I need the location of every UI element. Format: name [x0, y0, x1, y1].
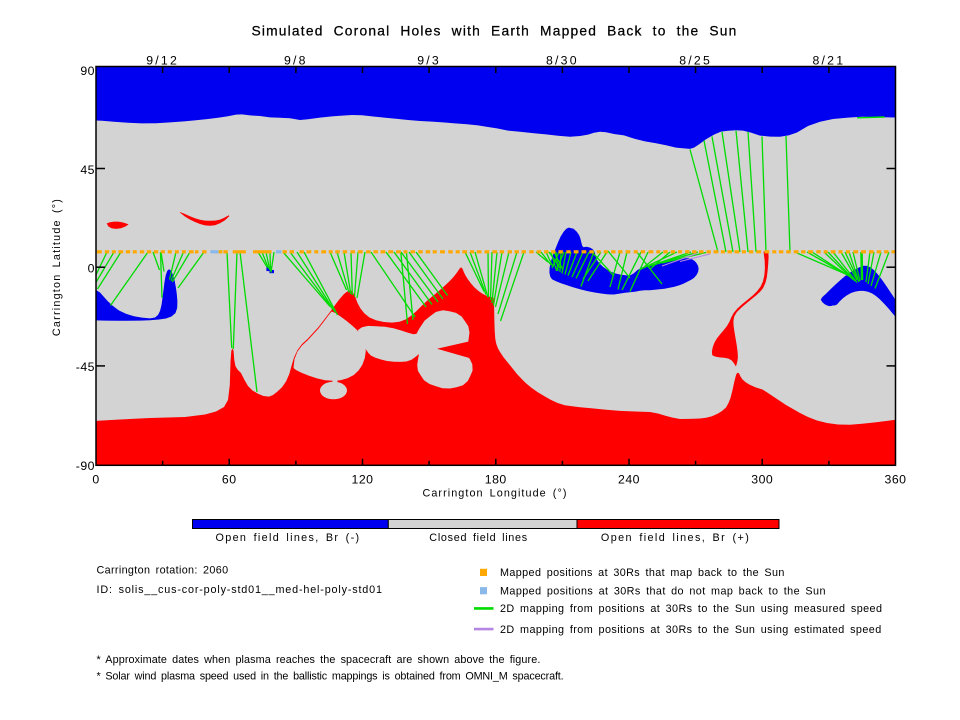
svg-text:Open field lines, Br (-): Open field lines, Br (-)	[216, 532, 361, 544]
svg-text:8/25: 8/25	[679, 53, 712, 67]
svg-text:Mapped positions at 30Rs that: Mapped positions at 30Rs that do not map…	[500, 585, 826, 597]
svg-text:Carrington rotation: 2060: Carrington rotation: 2060	[97, 565, 229, 577]
svg-text:-90: -90	[76, 459, 95, 473]
svg-text:ID: solis__cus-cor-poly-std01_: ID: solis__cus-cor-poly-std01__med-hel-p…	[97, 584, 383, 596]
svg-text:0: 0	[92, 472, 99, 486]
svg-text:Closed field lines: Closed field lines	[429, 532, 528, 544]
svg-text:0: 0	[88, 262, 95, 276]
svg-text:8/21: 8/21	[813, 53, 846, 67]
svg-text:Mapped positions at 30Rs that: Mapped positions at 30Rs that map back t…	[500, 567, 785, 579]
svg-text:90: 90	[80, 64, 95, 78]
svg-text:-45: -45	[76, 360, 95, 374]
svg-text:8/30: 8/30	[546, 53, 579, 67]
svg-text:Carrington Longitude (°): Carrington Longitude (°)	[422, 487, 567, 499]
svg-text:60: 60	[222, 472, 237, 486]
svg-text:45: 45	[80, 163, 95, 177]
svg-text:2D mapping from positions at 3: 2D mapping from positions at 30Rs to the…	[500, 603, 882, 615]
svg-text:Open field lines, Br (+): Open field lines, Br (+)	[601, 532, 750, 544]
svg-text:9/8: 9/8	[284, 53, 308, 67]
svg-text:Simulated Coronal Holes with E: Simulated Coronal Holes with Earth Mappe…	[251, 23, 737, 38]
svg-text:240: 240	[618, 472, 640, 486]
svg-text:2D mapping from positions at 3: 2D mapping from positions at 30Rs to the…	[500, 624, 882, 636]
svg-text:* Approximate dates when plasm: * Approximate dates when plasma reaches …	[97, 654, 541, 666]
svg-text:9/3: 9/3	[417, 53, 441, 67]
svg-text:300: 300	[751, 472, 773, 486]
svg-text:360: 360	[884, 472, 906, 486]
svg-text:* Solar wind plasma speed used: * Solar wind plasma speed used in the ba…	[97, 670, 564, 682]
svg-text:9/12: 9/12	[146, 53, 179, 67]
svg-text:Carrington Latitude (°): Carrington Latitude (°)	[51, 198, 63, 336]
svg-text:180: 180	[485, 472, 507, 486]
svg-text:120: 120	[351, 472, 373, 486]
